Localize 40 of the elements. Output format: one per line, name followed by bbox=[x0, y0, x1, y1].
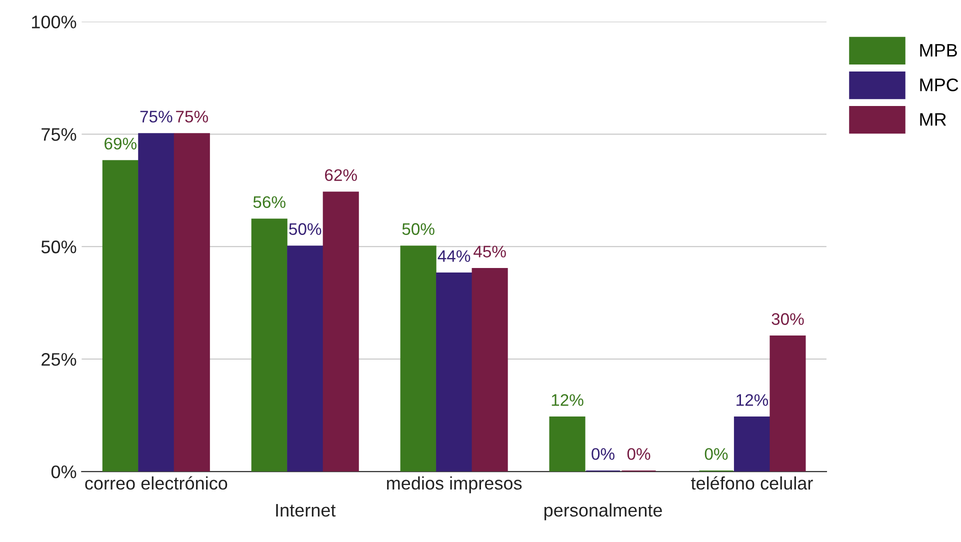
y-tick-label: 25% bbox=[42, 353, 76, 366]
data-label: 69% bbox=[104, 138, 136, 150]
bar bbox=[287, 246, 324, 472]
bar bbox=[770, 336, 806, 472]
data-label: 75% bbox=[176, 110, 208, 123]
bar bbox=[102, 160, 138, 472]
bar bbox=[174, 133, 210, 472]
y-tick-label: 100% bbox=[32, 16, 76, 28]
x-tick-label: correo electrónico bbox=[85, 476, 228, 490]
y-tick-label: 50% bbox=[41, 240, 76, 254]
bar bbox=[251, 218, 288, 472]
x-tick-label: personalmente bbox=[544, 503, 662, 520]
data-label: 50% bbox=[289, 223, 322, 235]
legend-label: MR bbox=[920, 113, 946, 126]
x-tick-label: Internet bbox=[276, 504, 336, 517]
bar bbox=[472, 268, 508, 472]
data-label: 50% bbox=[402, 223, 434, 235]
legend-label: MPC bbox=[920, 78, 958, 92]
data-label: 0% bbox=[627, 448, 650, 460]
data-label: 44% bbox=[438, 250, 470, 262]
x-tick-label: teléfono celular bbox=[691, 476, 813, 490]
bar bbox=[549, 416, 586, 472]
x-tick-label: medios impresos bbox=[387, 476, 522, 494]
data-label: 75% bbox=[140, 110, 172, 123]
data-label: 30% bbox=[772, 313, 804, 325]
legend-label: MPB bbox=[920, 44, 957, 57]
data-label: 0% bbox=[592, 448, 614, 460]
bar bbox=[138, 133, 174, 472]
data-label: 45% bbox=[474, 246, 506, 258]
y-tick-label: 0% bbox=[51, 465, 76, 478]
data-label: 0% bbox=[704, 448, 728, 460]
bar bbox=[734, 416, 770, 472]
bar bbox=[322, 192, 359, 472]
data-label: 56% bbox=[253, 196, 286, 208]
data-label: 12% bbox=[552, 394, 584, 406]
bar bbox=[436, 272, 472, 472]
bar bbox=[400, 246, 436, 472]
data-label: 62% bbox=[325, 169, 357, 181]
y-tick-label: 75% bbox=[42, 128, 76, 141]
data-label: 12% bbox=[736, 394, 768, 406]
